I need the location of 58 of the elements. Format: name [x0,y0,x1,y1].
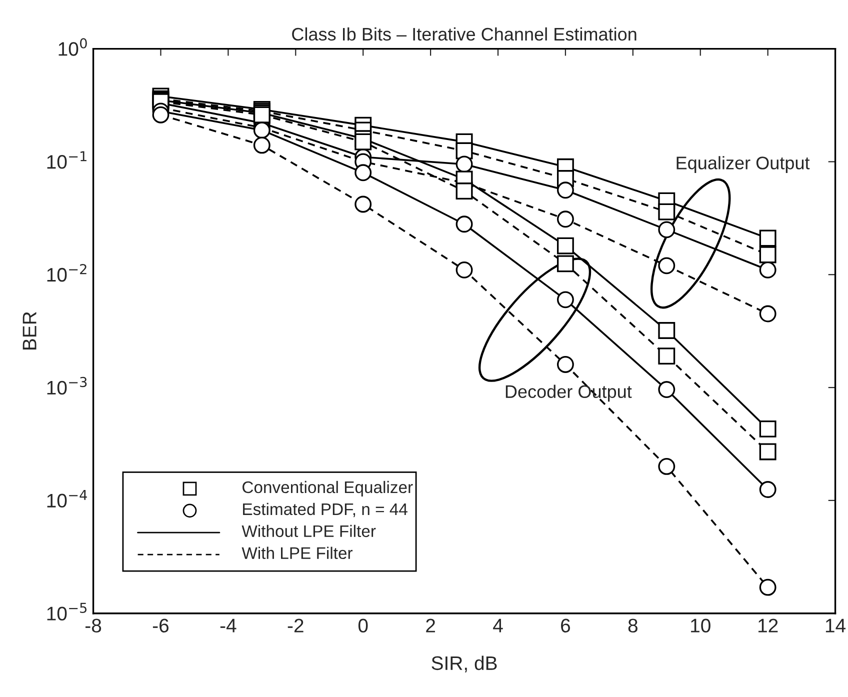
point [556,356,574,373]
x-tick-label: 8 [628,618,638,633]
point [456,261,473,278]
point [759,261,776,278]
point [556,291,574,308]
x-tick-label: -4 [220,618,236,632]
point [354,164,372,182]
annotation: Decoder Output [506,384,632,402]
point [658,322,676,339]
point [658,221,676,238]
x-tick-label: 6 [561,618,570,633]
x-tick-label: 10 [691,618,710,633]
point [759,443,776,460]
y-tick-label: 10$^{0}$ [58,38,87,56]
point [658,203,676,220]
y-tick-label: 10$^{−1}$ [47,151,86,169]
point [759,305,776,322]
x-tick-label: 12 [758,618,778,632]
point [556,255,574,272]
x-tick-label: -6 [152,618,169,633]
x-tick-label: 2 [426,618,435,632]
point [658,257,676,274]
annotation: Equalizer Output [676,156,810,173]
point [456,216,473,233]
point [658,458,676,475]
y-axis-title: BER [22,312,36,350]
x-tick-label: -2 [288,618,304,632]
y-tick-label: 10$^{−3}$ [47,376,87,395]
point [556,237,574,254]
annotation: Estimated PDF, n = 44 [243,502,408,518]
annotation: Without LPE Filter [242,524,376,538]
annotation: Conventional Equalizer [242,480,413,496]
point [759,578,776,596]
y-tick-label: 10$^{−2}$ [47,264,86,282]
annotation: With LPE Filter [242,546,353,560]
x-tick-label: 4 [493,618,503,632]
point [253,122,270,139]
y-tick-label: 10$^{−5}$ [47,602,87,620]
point [354,196,372,213]
point [354,133,372,150]
point [556,210,574,228]
point [759,230,776,247]
point [152,106,170,124]
x-axis-title: SIR, dB [432,656,497,672]
point [456,156,473,173]
point [759,420,776,438]
point [456,182,473,200]
chart-title: Class Ib Bits – Iterative Channel Estimation [292,27,636,41]
point [658,381,676,398]
point [759,481,776,498]
y-tick-label: 10$^{−4}$ [47,490,87,508]
point [253,136,270,154]
x-tick-label: 0 [358,618,368,633]
point [556,182,574,199]
x-tick-label: 14 [826,618,846,632]
x-tick-label: -8 [86,618,102,633]
point [759,246,776,264]
point [658,348,676,365]
